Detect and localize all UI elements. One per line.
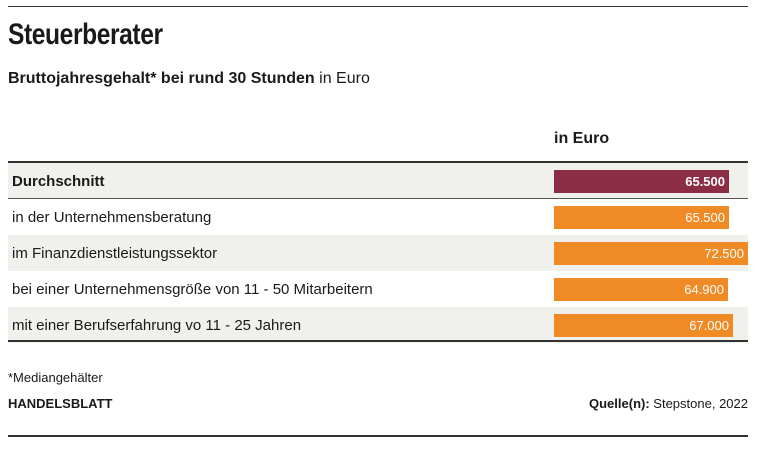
source-label: Quelle(n): — [589, 396, 650, 411]
column-header: in Euro — [554, 130, 610, 147]
salary-bar: 65.500 — [554, 206, 729, 229]
category-label: mit einer Berufserfahrung vo 11 - 25 Jah… — [12, 317, 302, 334]
salary-bar: 67.000 — [554, 314, 733, 337]
bar-value-label: 67.000 — [689, 318, 729, 333]
bar-value-label: 72.500 — [704, 246, 744, 261]
source-text: Stepstone, 2022 — [653, 396, 748, 411]
table-bottom-rule — [8, 340, 748, 342]
subtitle-bold: Bruttojahresgehalt* bei rund 30 Stunden — [8, 70, 315, 87]
salary-bar: 64.900 — [554, 278, 728, 301]
bar-value-label: 65.500 — [685, 210, 725, 225]
table-top-rule — [8, 161, 748, 163]
average-row: Durchschnitt 65.500 — [8, 163, 748, 199]
category-label: in der Unternehmensberatung — [12, 209, 212, 226]
subtitle-unit: in Euro — [319, 70, 370, 87]
category-label: Durchschnitt — [12, 173, 105, 190]
category-row: mit einer Berufserfahrung vo 11 - 25 Jah… — [8, 307, 748, 343]
average-bar: 65.500 — [554, 170, 729, 193]
footnote: *Mediangehälter — [8, 370, 103, 385]
category-label: im Finanzdienstleistungssektor — [12, 245, 218, 262]
chart-title: Steuerberater — [8, 18, 163, 51]
source-note: Quelle(n): Stepstone, 2022 — [589, 396, 748, 411]
bar-value-label: 65.500 — [685, 174, 725, 189]
top-rule — [8, 6, 748, 7]
category-row: bei einer Unternehmensgröße von 11 - 50 … — [8, 271, 748, 307]
bar-value-label: 64.900 — [684, 282, 724, 297]
brand-logo-text: HANDELSBLATT — [8, 396, 113, 411]
chart-subtitle: Bruttojahresgehalt* bei rund 30 Stunden … — [8, 70, 370, 88]
bottom-rule — [8, 435, 748, 437]
category-row: in der Unternehmensberatung 65.500 — [8, 199, 748, 235]
category-label: bei einer Unternehmensgröße von 11 - 50 … — [12, 281, 373, 298]
category-row: im Finanzdienstleistungssektor 72.500 — [8, 235, 748, 271]
salary-bar: 72.500 — [554, 242, 748, 265]
